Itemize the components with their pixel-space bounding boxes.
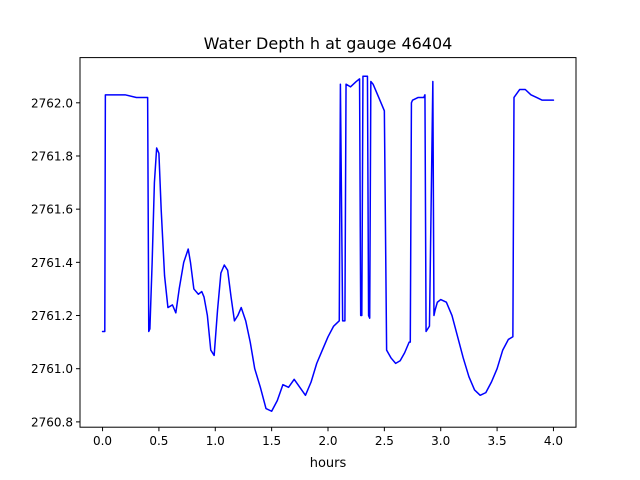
axes-frame — [79, 57, 577, 428]
x-tick-label: 4.0 — [544, 434, 563, 448]
y-tick-label: 2761.2 — [31, 309, 73, 323]
x-tick-label: 1.0 — [206, 434, 225, 448]
x-axis-label: hours — [310, 456, 347, 471]
x-tick-label: 3.5 — [488, 434, 507, 448]
plot-area — [101, 75, 555, 412]
y-tick-label: 2761.6 — [31, 203, 73, 217]
y-tick-label: 2762.0 — [31, 96, 73, 110]
y-tick-label: 2761.0 — [31, 362, 73, 376]
y-tick-label: 2761.8 — [31, 149, 73, 163]
series-line — [101, 75, 555, 412]
x-tick-label: 0.5 — [149, 434, 168, 448]
chart-title: Water Depth h at gauge 46404 — [204, 34, 453, 53]
x-tick-label: 2.5 — [375, 434, 394, 448]
x-tick-label: 0.0 — [93, 434, 112, 448]
y-tick-label: 2760.8 — [31, 415, 73, 429]
x-axis: 0.0 0.5 1.0 1.5 2.0 2.5 3.0 3.5 4.0 — [93, 427, 563, 448]
y-axis: 2760.8 2761.0 2761.2 2761.4 2761.6 2761.8 2762… — [31, 96, 80, 429]
x-tick-label: 3.0 — [431, 434, 450, 448]
y-tick-label: 2761.4 — [31, 256, 73, 270]
x-tick-label: 1.5 — [262, 434, 281, 448]
x-tick-label: 2.0 — [318, 434, 337, 448]
